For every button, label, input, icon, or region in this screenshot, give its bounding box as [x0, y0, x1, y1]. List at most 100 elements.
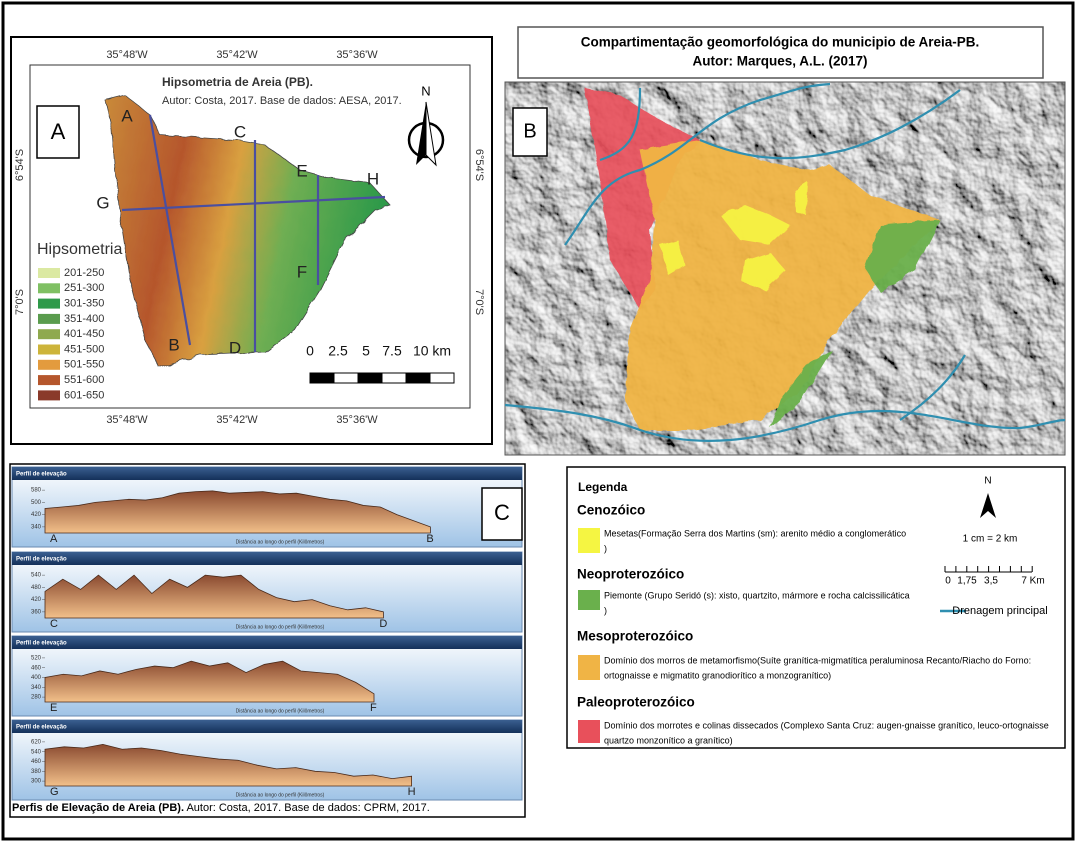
unit-ceno: [720, 205, 790, 245]
profile-area: [44, 574, 384, 619]
lat-label: 7°0'S: [14, 289, 26, 315]
profile-header-bar: [12, 467, 522, 480]
legend-swatch: [38, 375, 60, 386]
y-tick-label: 400: [31, 675, 42, 681]
unit-meso: [625, 140, 940, 430]
scale-segment: [429, 372, 455, 384]
profile-header: Perfil de elevação: [16, 641, 67, 647]
legend-title: Legenda: [578, 480, 628, 494]
drainage: [504, 82, 1066, 442]
legend-label: 501-550: [64, 359, 104, 371]
profile-lines: [121, 114, 386, 352]
profile-end: B: [426, 533, 433, 545]
profile-start: C: [50, 618, 58, 630]
y-tick-label: 520: [31, 655, 42, 661]
y-tick-label: 420: [31, 512, 42, 518]
unit-ceno: [742, 252, 785, 290]
municipality-hypsometry: [104, 94, 391, 369]
profile-header-bar: [12, 552, 522, 565]
legend-swatch: [38, 298, 60, 309]
profile-letter: G: [96, 193, 109, 212]
scale-label: 3,5: [984, 576, 998, 587]
profile-line: [148, 114, 192, 346]
y-tick-label: 360: [31, 609, 42, 615]
legend-swatch: [38, 329, 60, 340]
x-axis-label: Distância ao longo do perfil (Kilômetros…: [236, 624, 325, 630]
map-author: Autor: Marques, A.L. (2017): [692, 54, 867, 69]
river: [699, 89, 961, 160]
profile-start: G: [50, 786, 59, 798]
panel-label: B: [523, 120, 536, 142]
label-box: [481, 487, 523, 541]
profile-letter: B: [168, 335, 179, 354]
y-tick-label: 580: [31, 488, 42, 494]
y-tick-label: 420: [31, 597, 42, 603]
scale-label: 0: [306, 343, 314, 359]
y-tick-label: 480: [31, 585, 42, 591]
label-box: [512, 107, 548, 157]
lon-label: 35°42'W: [216, 414, 258, 426]
legend-swatch: [578, 590, 600, 610]
profile-header: Perfil de elevação: [16, 557, 67, 563]
lon-label: 35°36'W: [336, 414, 378, 426]
legend-swatch: [38, 344, 60, 355]
lon-label: 35°36'W: [336, 49, 378, 61]
profile-area: [44, 743, 413, 787]
scale-segment: [381, 372, 407, 384]
north-arrow: [407, 101, 445, 167]
legend-swatch: [578, 720, 600, 743]
legend-label: 351-400: [64, 313, 104, 325]
legend-text: ortognaisse e migmatito granodiorítico a…: [604, 670, 831, 680]
legend-text: ): [604, 605, 607, 615]
profile-letter: H: [367, 169, 379, 188]
scale-label: 2.5: [328, 343, 348, 359]
profile-end: F: [370, 702, 377, 714]
legend-text: Domínio dos morros de metamorfismo(Suíte…: [604, 655, 1031, 665]
river: [564, 82, 831, 246]
caption: Perfis de Elevação de Areia (PB). Autor:…: [12, 802, 430, 814]
river: [504, 403, 1066, 442]
panel-label: A: [51, 119, 66, 144]
y-tick-label: 340: [31, 685, 42, 691]
legend-swatch: [38, 313, 60, 324]
scale-text: 1 cm = 2 km: [963, 534, 1018, 545]
unit-paleo: [585, 88, 700, 310]
x-axis-label: Distância ao longo do perfil (Kilômetros…: [236, 708, 325, 714]
map-b-frame: [504, 81, 1066, 456]
profile-letter: A: [121, 106, 133, 125]
profile-end: H: [408, 786, 416, 798]
legend-swatch: [578, 528, 600, 553]
legend-swatch: [38, 283, 60, 294]
y-tick-label: 540: [31, 573, 42, 579]
scale-segment: [309, 372, 335, 384]
lat-label: 7°0'S: [473, 289, 485, 315]
profile-end: D: [379, 618, 387, 630]
title-box: [517, 26, 1044, 79]
profile-line: [121, 195, 386, 212]
profile-header-bar: [12, 720, 522, 733]
legend-text: ): [604, 543, 607, 553]
scale-segment: [405, 372, 431, 384]
profile-area: [44, 660, 375, 703]
x-axis-label: Distância ao longo do perfil (Kilômetros…: [236, 539, 325, 545]
lon-label: 35°42'W: [216, 49, 258, 61]
map-subtitle: Autor: Costa, 2017. Base de dados: AESA,…: [162, 95, 402, 107]
legend-text: Domínio dos morrotes e colinas dissecado…: [604, 720, 1049, 730]
profile-letter: E: [296, 161, 307, 180]
legend-swatch: [578, 655, 600, 680]
legend-text: quartzo monzonítico a granítico): [604, 735, 733, 745]
unit-neo: [865, 220, 940, 292]
era-label: Mesoproterozóico: [577, 629, 693, 644]
legend-label: 601-650: [64, 389, 104, 401]
geology-units: [585, 88, 940, 430]
scale-label: 7 Km: [1021, 576, 1044, 587]
era-label: Paleoproterozóico: [577, 695, 695, 710]
caption-bold: Perfis de Elevação de Areia (PB).: [12, 802, 184, 814]
north-arrow: [980, 493, 996, 518]
y-tick-label: 540: [31, 749, 42, 755]
caption-text: Autor: Costa, 2017. Base de dados: CPRM,…: [186, 802, 429, 814]
legend-swatch: [38, 359, 60, 370]
legend-title: Hipsometria: [37, 241, 122, 258]
y-tick-label: 300: [31, 779, 42, 785]
